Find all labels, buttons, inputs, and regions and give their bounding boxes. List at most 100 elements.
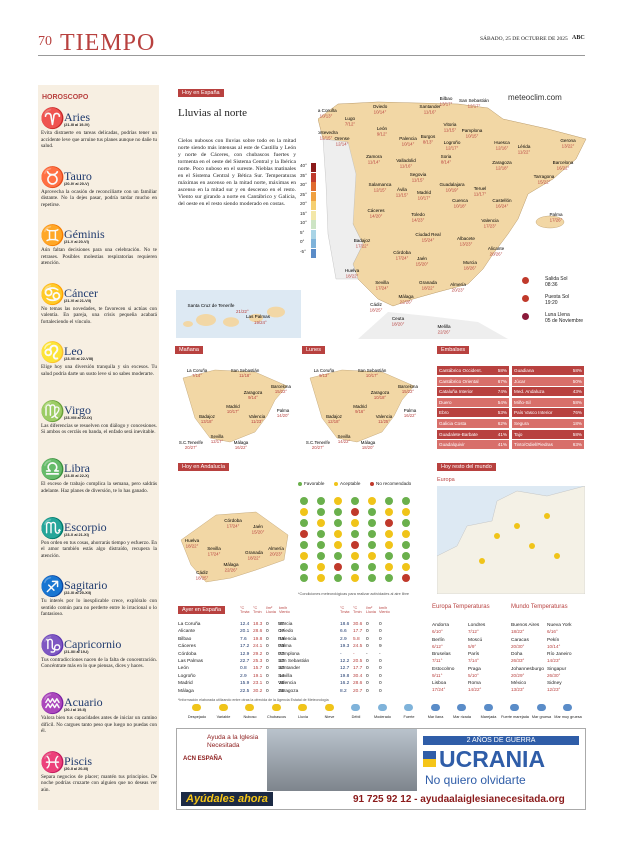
cell-city: Valencia (278, 681, 297, 687)
city-temp: 22/26° (225, 568, 238, 573)
scale-label: 30° (300, 182, 307, 187)
city-temp: 17/24° (208, 552, 221, 557)
cell-value: 20 (279, 681, 285, 687)
city-name: Albacete (457, 236, 475, 241)
legend-icon (483, 704, 493, 711)
ad: Ayuda a la Iglesia Necesitada ACN ESPAÑA 2… (176, 728, 586, 810)
reservoir-row: Segura 18% (512, 419, 584, 428)
city-temp: 19/24° (254, 320, 267, 325)
activity-dot (334, 574, 342, 582)
activity-dot (368, 497, 376, 505)
legend-label: Nuboso (243, 715, 257, 719)
column-header: °C Tmín (353, 606, 362, 615)
activity-dot (300, 541, 308, 549)
reservoir-value: 67% (497, 378, 507, 384)
ad-phone: 91 725 92 12 - ayudaalaiglesianecesitada… (353, 794, 565, 805)
city-name: Santander (419, 104, 441, 109)
legend-label: Moderado (373, 715, 392, 719)
cell-value: - (379, 651, 381, 657)
city-name: Sevilla (207, 546, 221, 551)
activity-dot (368, 530, 376, 538)
city-temp: 11/18° (239, 373, 251, 378)
activity-dot (368, 508, 376, 516)
reservoir-name: Miño-Sil (514, 399, 531, 405)
cell-value: 0 (379, 659, 382, 664)
city-name: Zaragoza (244, 390, 263, 395)
city-temp: 12/15° (374, 188, 387, 193)
island (223, 317, 239, 327)
city-temp: 10/14° (547, 643, 561, 649)
city-temp: 10/14° (374, 110, 387, 115)
sign-symbol: ♈ (40, 108, 65, 130)
city-name: Valencia (249, 414, 266, 419)
cell-value: 27 (279, 651, 285, 657)
table-title: Europa Temperaturas (432, 604, 490, 610)
activity-dot (317, 541, 325, 549)
city-temp: 7/12° (345, 122, 356, 127)
city-temp: 11/14° (368, 160, 381, 165)
column-header: l/m² Lluvia (266, 606, 276, 615)
sign-symbol: ♒ (40, 693, 65, 715)
activity-dot (351, 508, 359, 516)
legend-label: Aceptable (340, 481, 361, 486)
cell-city: Palencia (278, 636, 297, 642)
city-name: Barcelona (553, 160, 574, 165)
sign-name: Virgo (64, 402, 92, 417)
city-name: Cádiz (370, 302, 382, 307)
city-temp: 7/14° (192, 373, 202, 378)
legend-label: Chubascos (267, 715, 286, 719)
city-temp: 10/18° (454, 204, 467, 209)
city-name: La Coruña (187, 368, 208, 373)
tag: Hoy en Andalucía (178, 463, 230, 471)
city-temp: 6/10° (432, 629, 443, 634)
city-temp: 20/27° (312, 445, 324, 450)
city-temp: 10/17° (418, 196, 431, 201)
city-temp: 12/18° (328, 419, 340, 424)
city-name: Sevilla (338, 434, 351, 439)
cell-value: 24.1 (253, 644, 263, 650)
legend-label: Mar rizada (453, 715, 471, 719)
city-name: Burgos (421, 134, 436, 139)
activity-dot (334, 508, 342, 516)
scale-swatch (311, 191, 316, 201)
reservoir-row: Cataluña Interior 74% (437, 387, 509, 397)
weather-icon (494, 533, 500, 539)
land (180, 511, 289, 583)
city-temp: 14/20° (370, 214, 383, 219)
cell-value: 22.7 (240, 659, 250, 664)
sign-symbol: ♉ (40, 166, 65, 189)
page-number: 70 (38, 34, 52, 49)
city-name: Ávila (397, 186, 407, 192)
cell-value: 0 (379, 629, 382, 635)
city-temp: 17/26° (550, 218, 563, 223)
legend-label: Lluvia (298, 715, 308, 719)
city-name: Zaragoza (371, 390, 390, 395)
city-name: Pekín (547, 637, 560, 643)
scale-swatch (311, 210, 316, 220)
city-name: Palma (277, 408, 290, 413)
city-name: Madrid (226, 404, 240, 409)
sign-name: Leo (64, 344, 83, 358)
sun-value: 19:20 (545, 300, 558, 306)
sun-icon (522, 277, 529, 284)
city-name: Vitoria (444, 122, 457, 127)
cell-city: Murcia (278, 622, 293, 627)
island (196, 314, 216, 326)
sign-name: Escorpio (64, 519, 107, 534)
activity-dot (300, 530, 308, 538)
sign-dates: (21-XII al 19-I) (64, 649, 89, 654)
cell-value: 0 (266, 688, 269, 694)
city-name: Zaragoza (492, 160, 512, 165)
sun-icon (522, 295, 529, 302)
city-name: Praga (468, 666, 481, 672)
reservoir-name: Guadiana (514, 368, 534, 373)
reservoir-row: Galicia Costa 62% (437, 419, 509, 428)
cell-value: 0 (266, 629, 269, 635)
city-temp: 17/23° (484, 224, 497, 229)
city-name: Buenos Aires (511, 623, 540, 628)
sign-name: Acuario (64, 695, 103, 709)
legend-label: Nieve (324, 715, 335, 719)
city-name: Orense (334, 136, 350, 141)
cell-value: 19.8 (253, 636, 263, 642)
reservoir-row: Med. Andaluza 43% (512, 387, 584, 397)
